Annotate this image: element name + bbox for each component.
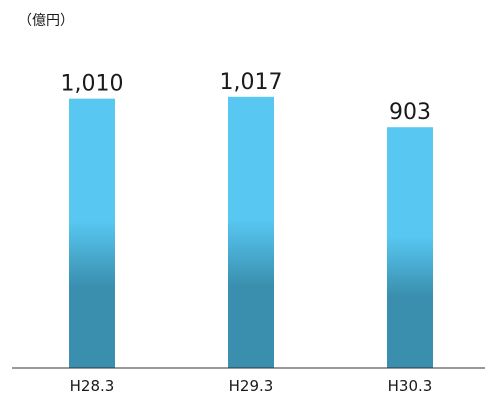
bar-h29-3 xyxy=(228,96,274,369)
value-label-h30-3: 903 xyxy=(389,100,431,125)
bar-h28-3 xyxy=(69,98,115,369)
x-tick-label-h30-3: H30.3 xyxy=(388,377,433,395)
x-tick-labels-group: H28.3 H29.3 H30.3 xyxy=(70,377,433,395)
value-label-h29-3: 1,017 xyxy=(220,70,283,95)
bar-h30-3 xyxy=(387,127,433,368)
x-tick-label-h28-3: H28.3 xyxy=(70,377,115,395)
value-label-h28-3: 1,010 xyxy=(61,72,124,97)
bars-group xyxy=(69,96,433,369)
x-tick-label-h29-3: H29.3 xyxy=(229,377,274,395)
unit-label: （億円） xyxy=(18,13,74,29)
value-labels-group: 1,010 1,017 903 xyxy=(61,70,431,125)
